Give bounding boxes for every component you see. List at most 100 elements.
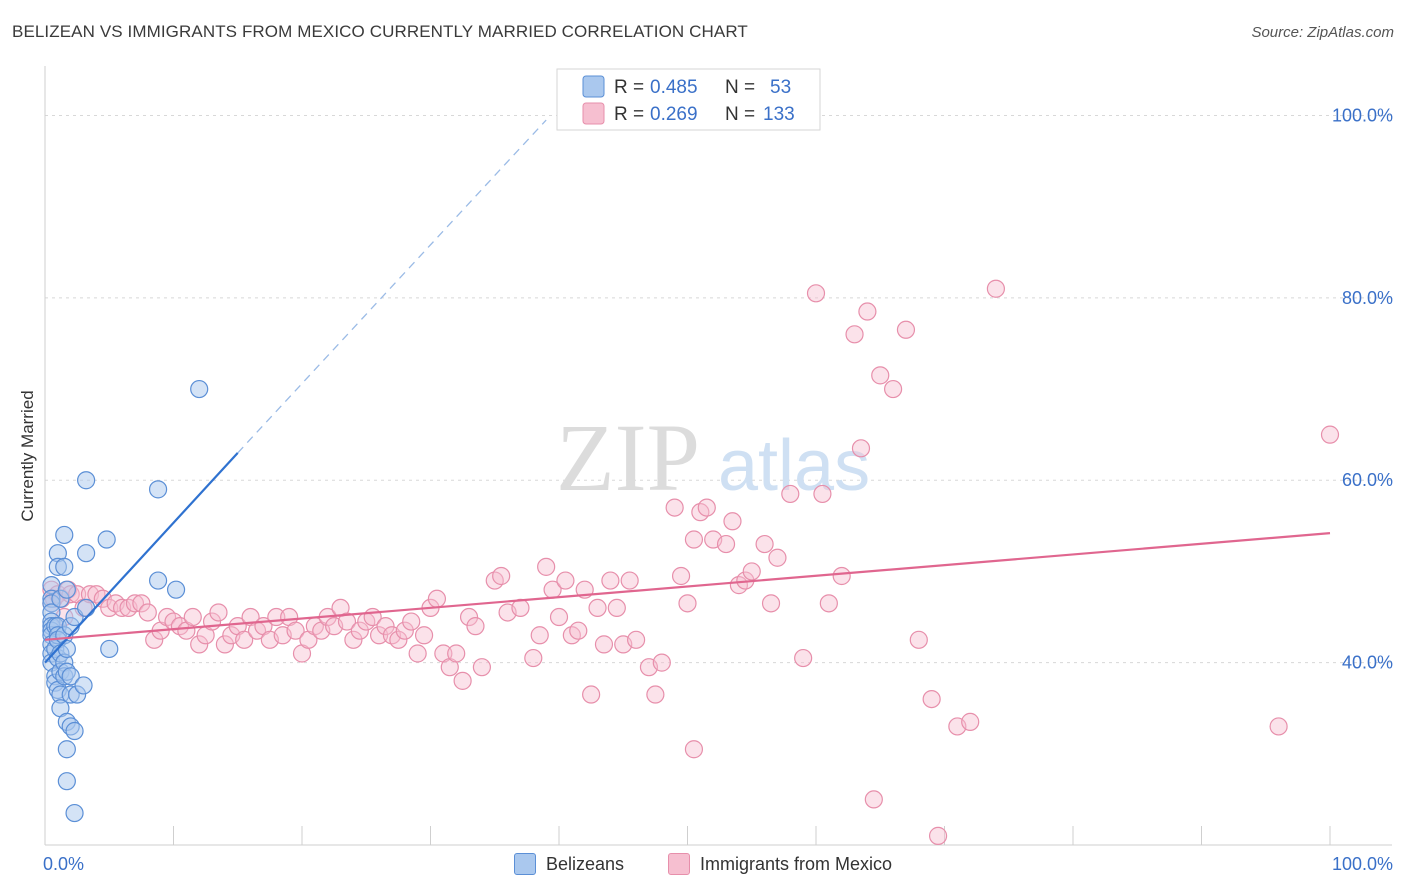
point-mexico (794, 648, 813, 668)
y-axis-title: Currently Married (18, 390, 37, 521)
point-mexico (132, 594, 151, 613)
point-belizean (61, 667, 80, 686)
point-mexico (466, 617, 485, 636)
point-mexico (286, 621, 305, 640)
point-mexico (511, 598, 530, 618)
point-mexico (871, 366, 890, 385)
point-mexico (402, 612, 421, 631)
legend-r-value-1: 0.485 (650, 77, 698, 98)
point-mexico (768, 548, 787, 567)
point-mexico (761, 594, 781, 613)
trend-line-mexico (44, 532, 1331, 641)
point-mexico (684, 740, 704, 759)
point-mexico (472, 658, 491, 677)
point-belizean (77, 544, 96, 563)
point-mexico (569, 621, 588, 640)
point-mexico (858, 302, 877, 321)
point-mexico (530, 626, 549, 645)
point-mexico (601, 571, 620, 590)
point-mexico (408, 644, 427, 663)
bottom-legend-mexico[interactable]: Immigrants from Mexico (668, 853, 892, 875)
series-belizeans (42, 379, 209, 823)
point-mexico (678, 594, 697, 613)
bottom-legend-label-mexico: Immigrants from Mexico (700, 853, 893, 874)
point-mexico (626, 630, 646, 649)
point-mexico (492, 566, 511, 586)
point-mexico (588, 598, 607, 618)
legend-r-label-2: R = (614, 104, 644, 125)
point-mexico (344, 630, 363, 649)
point-mexico (806, 284, 826, 303)
trend-line-belizeans-extension (237, 119, 547, 454)
point-mexico (427, 589, 447, 608)
point-mexico (607, 598, 626, 618)
point-mexico (845, 325, 864, 344)
point-mexico (909, 630, 928, 649)
point-mexico (986, 279, 1006, 298)
legend-swatch-belizeans (582, 75, 605, 98)
point-mexico (646, 685, 665, 704)
point-mexico (697, 498, 716, 517)
point-mexico (665, 498, 684, 517)
point-belizean (55, 525, 74, 545)
point-belizean (57, 639, 76, 659)
y-tick-label: 60.0% (1342, 470, 1393, 490)
point-mexico (447, 644, 466, 663)
point-belizean (100, 639, 119, 659)
point-mexico (742, 562, 761, 581)
bottom-swatch-belizeans (513, 853, 536, 875)
point-belizean (77, 471, 96, 490)
point-mexico (537, 557, 556, 576)
legend-box: R = 0.485 N = 53 R = 0.269 N = 133 (556, 68, 821, 131)
legend-swatch-mexico (582, 102, 605, 125)
bottom-swatch-mexico (668, 853, 690, 875)
trend-line-belizeans (44, 452, 239, 664)
point-mexico (190, 635, 209, 654)
point-belizean (65, 721, 84, 741)
point-belizean (190, 379, 209, 399)
point-mexico (851, 439, 871, 458)
point-mexico (594, 635, 614, 654)
point-mexico (235, 630, 254, 649)
axes (44, 66, 1392, 846)
point-mexico (215, 635, 234, 654)
point-mexico (524, 648, 543, 668)
point-mexico (684, 530, 704, 549)
point-mexico (723, 512, 742, 531)
point-mexico (922, 689, 941, 709)
x-tick-label-min: 0.0% (43, 854, 84, 874)
point-mexico (819, 594, 838, 613)
point-mexico (832, 566, 851, 586)
grid-lines (45, 114, 1392, 664)
legend-r-label-1: R = (614, 77, 644, 98)
point-mexico (183, 607, 202, 627)
point-belizean (74, 676, 93, 695)
trend-lines (44, 119, 1331, 664)
point-belizean (77, 598, 96, 618)
point-mexico (209, 603, 228, 622)
point-mexico (813, 484, 832, 504)
point-belizean (57, 740, 76, 759)
watermark-zip: ZIP (556, 404, 700, 511)
point-belizean (57, 580, 76, 599)
legend-n-value-1: 53 (770, 77, 791, 98)
point-mexico (138, 603, 157, 622)
watermark: ZIP atlas (556, 404, 870, 511)
point-mexico (414, 626, 434, 645)
legend-n-label-2: N = (725, 104, 755, 125)
source-credit: Source: ZipAtlas.com (1251, 24, 1394, 41)
point-mexico (376, 617, 395, 636)
point-mexico (459, 607, 479, 627)
point-belizean (166, 580, 186, 599)
point-mexico (370, 626, 389, 645)
bottom-legend-label-belizeans: Belizeans (545, 853, 624, 874)
point-mexico (453, 671, 472, 690)
bottom-legend-belizeans[interactable]: Belizeans (513, 853, 624, 875)
legend-r-value-2: 0.269 (650, 104, 698, 125)
point-mexico (883, 379, 903, 399)
point-mexico (556, 571, 575, 590)
chart-title: BELIZEAN VS IMMIGRANTS FROM MEXICO CURRE… (12, 22, 748, 41)
point-belizean (97, 530, 116, 549)
point-mexico (652, 653, 671, 672)
point-mexico (395, 621, 414, 640)
